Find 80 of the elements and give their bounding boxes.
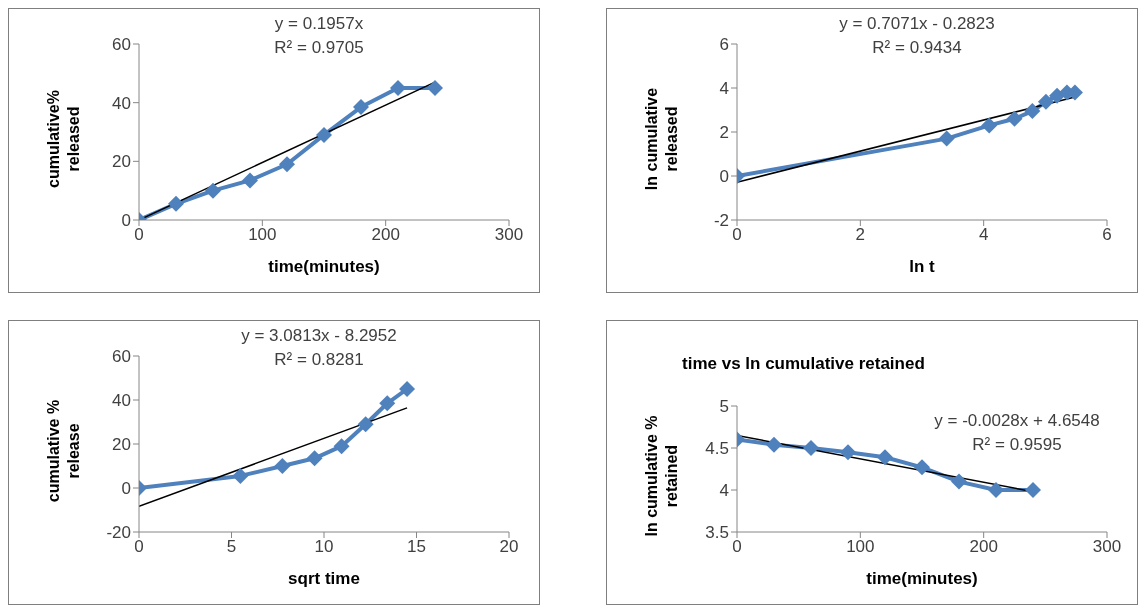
chart-title: time vs ln cumulative retained bbox=[682, 354, 925, 374]
x-tick-label: 5 bbox=[226, 537, 237, 557]
text: y = 0.1957x bbox=[273, 13, 365, 35]
x-tick-label: 200 bbox=[371, 225, 400, 245]
point bbox=[333, 438, 350, 455]
x-tick-label: 200 bbox=[969, 537, 998, 557]
point bbox=[357, 416, 374, 433]
x-tick-label: 100 bbox=[846, 537, 875, 557]
text: y = 3.0813x - 8.2952 bbox=[240, 325, 398, 347]
point bbox=[803, 440, 819, 456]
point bbox=[279, 156, 295, 173]
point bbox=[232, 467, 249, 484]
x-tick-label: 300 bbox=[1092, 537, 1122, 557]
point bbox=[938, 130, 955, 147]
y-axis-title: cumulative % release bbox=[44, 398, 83, 505]
x-tick-label: 15 bbox=[407, 537, 426, 557]
point bbox=[1037, 93, 1054, 110]
y-tick-label: 20 bbox=[112, 152, 131, 172]
point bbox=[1024, 103, 1041, 120]
point bbox=[1025, 482, 1041, 498]
y-tick-label: 4.5 bbox=[705, 439, 729, 459]
point bbox=[205, 182, 221, 199]
y-tick-label: 20 bbox=[112, 435, 131, 455]
x-tick-label: 6 bbox=[1102, 225, 1112, 245]
point bbox=[274, 458, 291, 474]
point bbox=[353, 99, 369, 116]
annotation: y = -0.0028x + 4.6548 bbox=[933, 410, 1101, 432]
y-tick-label: 4 bbox=[719, 481, 729, 501]
point bbox=[316, 126, 332, 143]
y-tick-label: -20 bbox=[106, 523, 131, 543]
point bbox=[840, 444, 856, 461]
x-tick-label: 2 bbox=[855, 225, 866, 245]
x-tick-label: 0 bbox=[134, 537, 144, 557]
point bbox=[427, 80, 443, 96]
annotation: R² = 0.9595 bbox=[971, 434, 1063, 456]
x-axis-title: time(minutes) bbox=[866, 569, 978, 588]
x-tick-label: 0 bbox=[732, 537, 742, 557]
x-axis-title: ln t bbox=[909, 257, 936, 276]
point bbox=[390, 80, 406, 96]
x-axis-title: sqrt time bbox=[288, 569, 360, 588]
point bbox=[877, 449, 893, 466]
x-tick-label: 300 bbox=[494, 225, 524, 245]
x-tick-label: 20 bbox=[499, 537, 519, 557]
text: y = 0.7071x - 0.2823 bbox=[838, 13, 996, 35]
y-axis-title: ln cumulative released bbox=[642, 86, 681, 193]
y-tick-label: 40 bbox=[112, 93, 131, 113]
y-tick-label: 3.5 bbox=[705, 523, 729, 543]
x-tick-label: 0 bbox=[134, 225, 144, 245]
point bbox=[766, 436, 782, 453]
y-tick-label: 60 bbox=[112, 347, 131, 367]
point bbox=[379, 395, 396, 412]
x-tick-label: 4 bbox=[978, 225, 989, 245]
x-tick-label: 0 bbox=[732, 225, 742, 245]
point bbox=[306, 450, 323, 467]
x-tick-label: 100 bbox=[248, 225, 277, 245]
point bbox=[914, 459, 930, 476]
y-tick-label: 0 bbox=[121, 211, 131, 231]
y-tick-label: 4 bbox=[719, 79, 729, 99]
annotation: R² = 0.8281 bbox=[273, 349, 365, 371]
y-tick-label: 40 bbox=[112, 391, 131, 411]
y-tick-label: 0 bbox=[719, 167, 729, 187]
y-tick-label: 6 bbox=[719, 35, 729, 55]
annotation: R² = 0.9705 bbox=[273, 37, 365, 59]
y-axis-title: cumulative% released bbox=[44, 89, 83, 190]
y-tick-label: -2 bbox=[713, 211, 729, 231]
x-tick-label: 10 bbox=[314, 537, 334, 557]
y-tick-label: 5 bbox=[719, 397, 729, 417]
point bbox=[951, 473, 967, 490]
y-axis-title: ln cumulative % retained bbox=[642, 414, 681, 539]
y-tick-label: 2 bbox=[719, 123, 729, 143]
point bbox=[399, 381, 416, 397]
y-tick-label: 0 bbox=[121, 479, 131, 499]
point bbox=[1006, 110, 1023, 127]
y-tick-label: 60 bbox=[112, 35, 131, 55]
point bbox=[988, 482, 1004, 498]
annotation: R² = 0.9434 bbox=[871, 37, 963, 59]
x-axis-title: time(minutes) bbox=[268, 257, 380, 276]
point bbox=[981, 117, 998, 134]
point bbox=[168, 195, 184, 212]
point bbox=[242, 172, 258, 189]
